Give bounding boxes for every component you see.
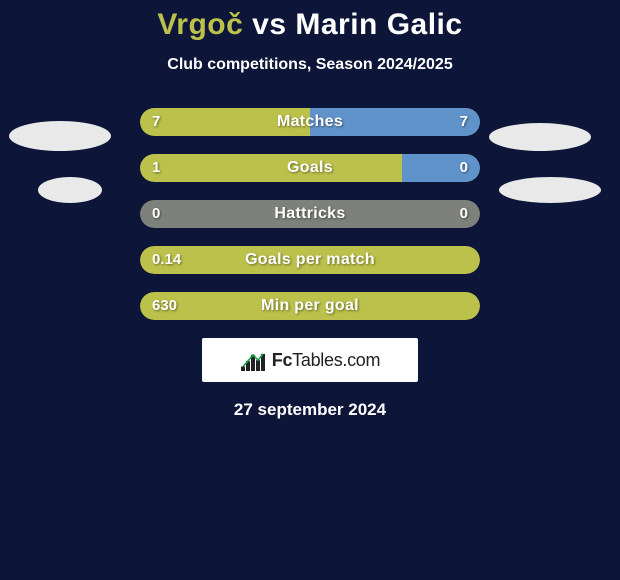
avatar-placeholder-icon (499, 177, 601, 203)
logo-text-a: Fc (272, 350, 292, 370)
metric-row: 10Goals (140, 154, 480, 182)
vs-text: vs (252, 8, 286, 41)
metric-row: 77Matches (140, 108, 480, 136)
metric-row: 630Min per goal (140, 292, 480, 320)
metric-label: Matches (140, 108, 480, 136)
metric-label: Goals (140, 154, 480, 182)
metrics-list: 77Matches 10Goals 00Hattricks 0.14Goals per… (140, 108, 480, 320)
card-date: 27 september 2024 (0, 400, 620, 420)
card-subtitle: Club competitions, Season 2024/2025 (0, 56, 620, 74)
metric-row: 00Hattricks (140, 200, 480, 228)
comparison-card: Vrgoč vs Marin Galic Club competitions, … (0, 0, 620, 580)
avatar-placeholder-icon (489, 123, 591, 151)
card-title: Vrgoč vs Marin Galic (0, 8, 620, 42)
fctables-logo: FcTables.com (202, 338, 418, 382)
metric-label: Min per goal (140, 292, 480, 320)
player-b-name: Marin Galic (295, 8, 462, 41)
metric-row: 0.14Goals per match (140, 246, 480, 274)
player-a-name: Vrgoč (157, 8, 243, 41)
metric-label: Goals per match (140, 246, 480, 274)
chart-icon (240, 349, 266, 371)
logo-text-b: Tables (292, 350, 342, 370)
avatar-placeholder-icon (9, 121, 111, 151)
avatar-placeholder-icon (38, 177, 102, 203)
logo-text: FcTables.com (272, 350, 380, 371)
logo-text-c: .com (342, 350, 380, 370)
metric-label: Hattricks (140, 200, 480, 228)
